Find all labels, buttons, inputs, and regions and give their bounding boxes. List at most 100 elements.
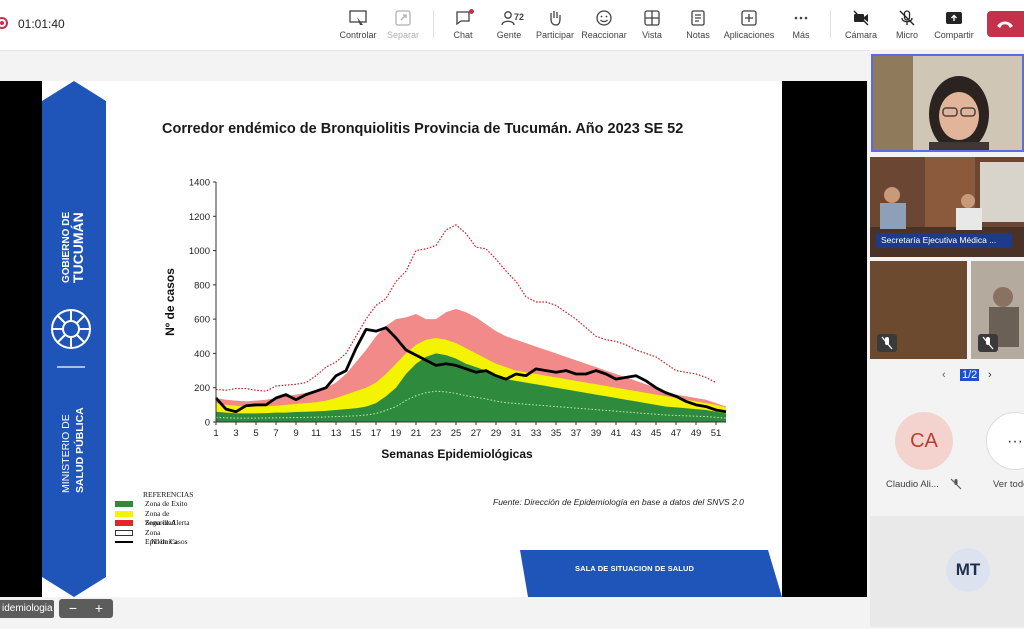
x-tick-label: 41 xyxy=(611,428,622,439)
x-tick-label: 21 xyxy=(411,428,422,439)
x-tick-label: 15 xyxy=(351,428,362,439)
zoom-out-button[interactable]: − xyxy=(68,600,78,616)
hand-icon xyxy=(550,11,561,26)
more-icon xyxy=(794,16,808,20)
legend-swatch xyxy=(115,541,133,543)
control-icon xyxy=(349,10,367,25)
legend-label: Zona de Alerta xyxy=(145,518,190,527)
participant-name-chip: Secretaría Ejecutiva Médica ... xyxy=(876,233,1012,248)
x-tick-label: 7 xyxy=(273,428,278,439)
notes-button[interactable]: Notas xyxy=(671,6,725,46)
x-tick-label: 23 xyxy=(431,428,442,439)
brand-top-text: GOBIERNO DE xyxy=(61,212,72,283)
x-tick-label: 3 xyxy=(233,428,238,439)
series-zona-epidemica xyxy=(215,224,717,392)
raise-hand-label: Participar xyxy=(535,30,574,40)
gallery-pager: ‹ 1/2 › xyxy=(940,369,1000,385)
sala-label: SALA DE SITUACION DE SALUD xyxy=(575,564,694,573)
pop-out-icon xyxy=(395,10,411,26)
participant-name: Claudio Ali... xyxy=(886,479,939,490)
x-tick-label: 11 xyxy=(311,428,321,439)
x-tick-label: 27 xyxy=(471,428,482,439)
zoom-in-button[interactable]: + xyxy=(94,600,104,616)
people-icon xyxy=(501,11,515,26)
chevron-right-icon[interactable]: › xyxy=(988,369,992,381)
mic-muted-icon xyxy=(982,336,994,350)
grid-view-icon xyxy=(644,10,660,26)
mic-muted-icon xyxy=(950,478,962,490)
y-tick-label: 600 xyxy=(194,315,210,326)
share-button[interactable]: Compartir xyxy=(927,6,981,46)
mic-off-icon xyxy=(899,10,915,26)
x-tick-label: 17 xyxy=(371,428,382,439)
more-label: Más xyxy=(792,30,810,40)
x-tick-label: 37 xyxy=(571,428,582,439)
legend-swatch xyxy=(115,510,133,517)
notes-label: Notas xyxy=(686,30,710,40)
participant-avatar[interactable]: CA xyxy=(895,412,953,470)
people-label: Gente xyxy=(496,30,522,40)
camera-button[interactable]: Cámara xyxy=(834,6,888,46)
legend-item: Zona de Seguridad xyxy=(115,509,193,527)
x-tick-label: 29 xyxy=(491,428,502,439)
y-tick-label: 1400 xyxy=(189,178,210,189)
camera-label: Cámara xyxy=(844,30,877,40)
y-tick-label: 800 xyxy=(194,280,210,291)
chat-label: Chat xyxy=(453,30,473,40)
y-axis-title: Nº de casos xyxy=(163,268,177,336)
x-tick-label: 31 xyxy=(511,428,522,439)
view-button[interactable]: Vista xyxy=(625,6,679,46)
room-video xyxy=(870,157,1024,257)
people-button[interactable]: 72 Gente xyxy=(482,6,536,46)
speaker-video xyxy=(873,56,1022,150)
y-tick-label: 0 xyxy=(205,418,210,429)
mic-button[interactable]: Micro xyxy=(880,6,934,46)
react-button[interactable]: Reaccionar xyxy=(577,6,631,46)
shared-content-label[interactable]: idemiologia xyxy=(0,600,54,618)
participant-avatar[interactable]: MT xyxy=(946,548,990,592)
apps-button[interactable]: Aplicaciones xyxy=(722,6,776,46)
pop-out-button[interactable]: Separar xyxy=(376,6,430,46)
x-tick-label: 51 xyxy=(711,428,722,439)
video-tile-4[interactable] xyxy=(971,261,1024,359)
brand-bottom-text-2: SALUD PÚBLICA xyxy=(73,407,86,493)
more-button[interactable]: Más xyxy=(774,6,828,46)
series-inner-dotted-line xyxy=(215,390,727,419)
leave-button[interactable] xyxy=(987,11,1024,37)
y-tick-label: 200 xyxy=(194,383,210,394)
camera-off-icon xyxy=(853,10,869,26)
legend-label: Zona de Exito xyxy=(145,499,188,508)
share-screen-icon xyxy=(946,12,962,24)
legend-item: Nº de Casos xyxy=(115,537,193,547)
participant-video xyxy=(971,261,1024,359)
x-tick-label: 47 xyxy=(671,428,682,439)
video-tile-speaker[interactable] xyxy=(871,54,1024,152)
slide-title: Corredor endémico de Bronquiolitis Provi… xyxy=(162,121,684,137)
x-tick-label: 9 xyxy=(293,428,298,439)
x-tick-label: 25 xyxy=(451,428,462,439)
legend-swatch xyxy=(115,501,133,507)
legend-label: Zona Epidémica xyxy=(145,527,178,546)
x-tick-label: 33 xyxy=(531,428,542,439)
chat-button[interactable]: Chat xyxy=(436,6,490,46)
brand-top-text-2: TUCUMÁN xyxy=(70,212,86,283)
share-label: Compartir xyxy=(934,30,974,40)
apps-label: Aplicaciones xyxy=(723,30,775,40)
control-label: Controlar xyxy=(339,30,377,40)
notes-icon xyxy=(691,10,705,26)
chevron-left-icon[interactable]: ‹ xyxy=(942,369,946,381)
source-note: Fuente: Dirección de Epidemiología en ba… xyxy=(493,497,744,507)
x-tick-label: 19 xyxy=(391,428,402,439)
x-tick-label: 5 xyxy=(253,428,258,439)
pop-out-label: Separar xyxy=(386,30,420,40)
legend-title: REFERENCIAS xyxy=(143,490,194,499)
control-button[interactable]: Controlar xyxy=(331,6,385,46)
meeting-timer: 01:01:40 xyxy=(18,17,65,31)
y-tick-label: 400 xyxy=(194,349,210,360)
toolbar-divider xyxy=(830,10,831,38)
x-tick-label: 43 xyxy=(631,428,642,439)
raise-hand-button[interactable]: Participar xyxy=(528,6,582,46)
legend-item: Zona de Exito xyxy=(115,499,193,509)
chart-legend: REFERENCIAS Zona de Exito Zona de Segurid… xyxy=(115,490,193,547)
